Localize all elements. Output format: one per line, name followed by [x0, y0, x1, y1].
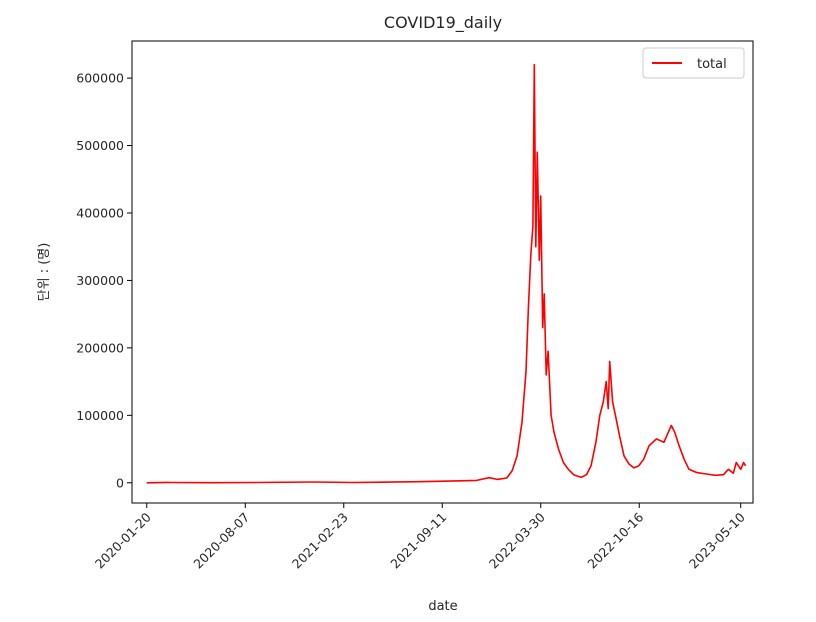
- x-tick-label: 2023-05-10: [686, 509, 748, 571]
- y-tick-label: 200000: [76, 340, 124, 355]
- y-axis: 0 100000 200000 300000 400000 500000 600000: [76, 71, 132, 490]
- y-tick-label: 400000: [76, 205, 124, 220]
- x-tick-label: 2022-03-30: [486, 509, 548, 571]
- y-tick-label: 600000: [76, 71, 124, 86]
- y-tick-label: 300000: [76, 273, 124, 288]
- series-line-total: [146, 63, 747, 484]
- x-tick-label: 2021-09-11: [387, 510, 449, 572]
- x-axis: 2020-01-20 2020-08-07 2021-02-23 2021-09-11…: [92, 503, 748, 571]
- legend-label: total: [697, 57, 727, 72]
- legend-box: [642, 47, 745, 79]
- x-axis-label: date: [428, 599, 457, 614]
- legend: total: [642, 47, 745, 79]
- plot-frame: [131, 40, 754, 504]
- x-tick-label: 2020-08-07: [190, 510, 252, 572]
- chart-title: COVID19_daily: [384, 13, 502, 33]
- x-tick-label: 2021-02-23: [289, 510, 351, 572]
- y-tick-label: 0: [116, 475, 124, 490]
- y-tick-label: 100000: [76, 408, 124, 423]
- plot-area: [146, 63, 747, 484]
- x-tick-label: 2020-01-20: [92, 509, 154, 571]
- y-tick-label: 500000: [76, 138, 124, 153]
- y-axis-label: 단위 : (명): [37, 243, 52, 302]
- x-tick-label: 2022-10-16: [584, 509, 646, 571]
